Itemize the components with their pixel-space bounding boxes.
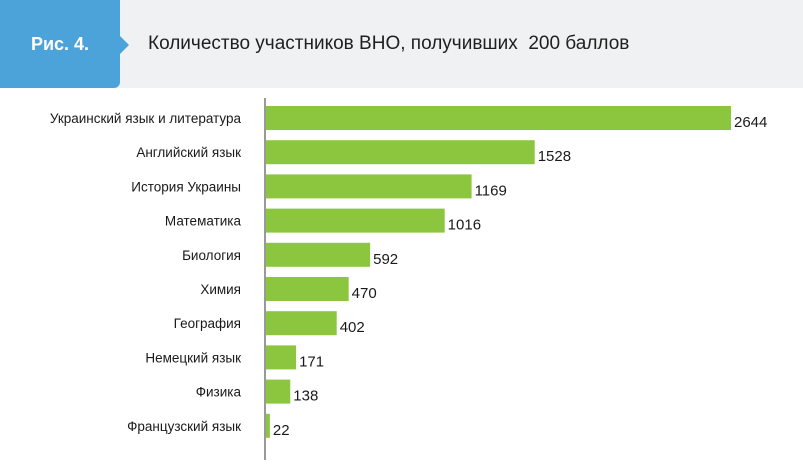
figure-label: Рис. 4. <box>30 34 90 54</box>
category-label: Английский язык <box>136 145 241 160</box>
category-label: Физика <box>196 385 242 400</box>
bar <box>266 379 291 404</box>
value-label: 138 <box>293 388 318 405</box>
bar <box>266 413 270 438</box>
value-label: 402 <box>340 319 365 336</box>
category-label: Биология <box>182 248 241 263</box>
bar <box>266 242 371 267</box>
value-label: 2644 <box>734 114 767 131</box>
category-label: Украинский язык и литература <box>50 111 242 126</box>
value-label: 470 <box>352 285 377 302</box>
bar <box>266 208 445 233</box>
chart-header: Рис. 4. Количество участников ВНО, получ… <box>0 0 803 88</box>
category-label: Химия <box>200 282 241 297</box>
value-label: 1169 <box>475 182 507 199</box>
value-label: 22 <box>273 422 290 439</box>
bar <box>266 345 297 370</box>
bar <box>266 311 337 336</box>
value-label: 1528 <box>538 148 571 165</box>
bar <box>266 174 472 199</box>
category-label: История Украины <box>131 179 241 194</box>
category-label: Немецкий язык <box>145 350 241 365</box>
bar <box>266 277 349 301</box>
bar <box>266 106 731 130</box>
bar-chart: Украинский язык и литература 2644 Английск… <box>50 98 767 460</box>
value-label: 171 <box>299 353 324 370</box>
figure-badge <box>0 0 129 88</box>
bar <box>266 140 535 165</box>
category-label: Математика <box>165 214 242 229</box>
category-label: География <box>174 316 241 331</box>
value-label: 1016 <box>448 217 481 234</box>
category-label: Французский язык <box>127 419 241 434</box>
chart-title: Количество участников ВНО, получивших 20… <box>148 33 630 54</box>
bars: Украинский язык и литература 2644 Английск… <box>50 106 767 439</box>
value-label: 592 <box>373 251 398 268</box>
